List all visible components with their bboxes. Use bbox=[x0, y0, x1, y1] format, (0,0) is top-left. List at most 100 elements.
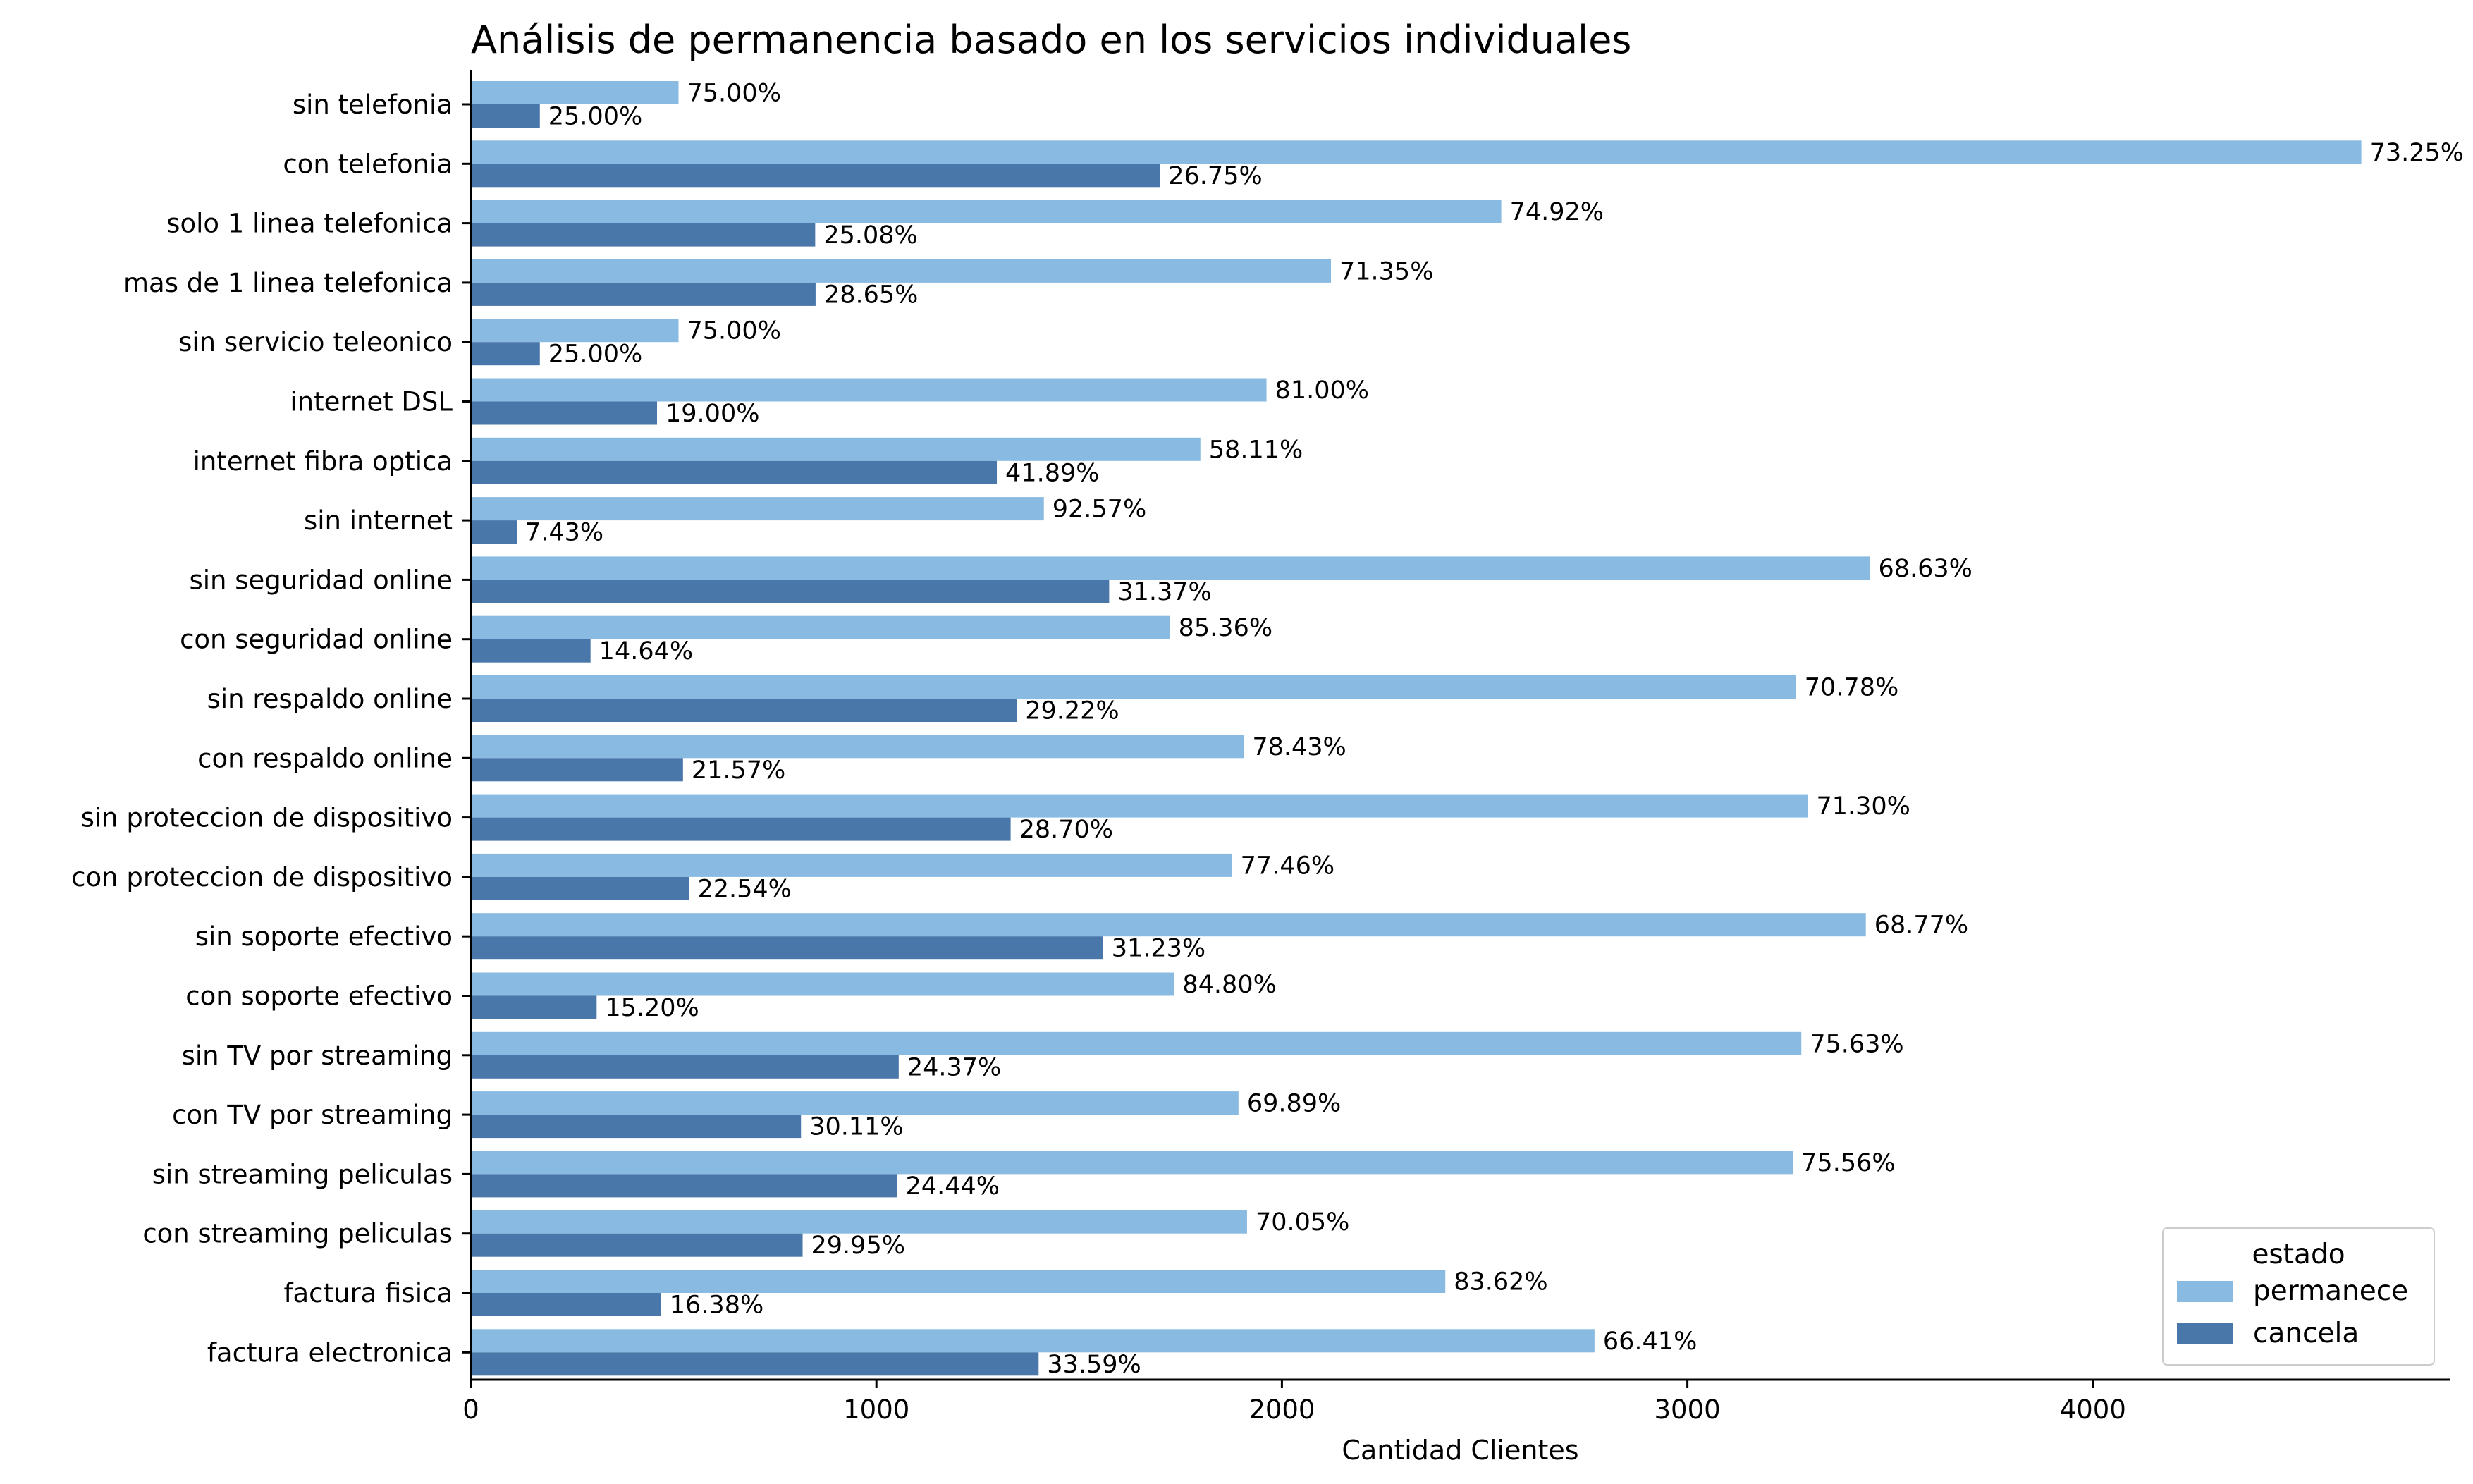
y-tick-label-sin-internet: sin internet bbox=[304, 505, 453, 536]
bar-cancela-mas-de-1-linea-telefonica bbox=[471, 282, 816, 306]
bar-cancela-sin-streaming-peliculas bbox=[471, 1174, 897, 1198]
bar-label-permanece-mas-de-1-linea-telefonica: 71.35% bbox=[1339, 257, 1433, 286]
y-tick-label-con-streaming-peliculas: con streaming peliculas bbox=[142, 1219, 453, 1249]
legend-items: permanece cancela bbox=[2177, 1275, 2408, 1349]
x-tick-label-3000: 3000 bbox=[1655, 1394, 1721, 1425]
bar-permanece-internet-fibra-optica bbox=[471, 437, 1201, 461]
bar-cancela-sin-internet bbox=[471, 520, 517, 544]
bars-group: 75.00% 25.00% 73.25% 26.75% 74.92% 25.08% 71.3… bbox=[471, 80, 2464, 1379]
bar-label-permanece-con-proteccion-de-dispositivo: 77.46% bbox=[1241, 852, 1334, 880]
bar-cancela-con-soporte-efectivo bbox=[471, 995, 597, 1019]
bar-cancela-sin-soporte-efectivo bbox=[471, 936, 1103, 960]
y-tick-label-con-tv-por-streaming: con TV por streaming bbox=[172, 1100, 453, 1130]
bar-label-permanece-internet-fibra-optica: 58.11% bbox=[1209, 436, 1303, 464]
bar-cancela-con-tv-por-streaming bbox=[471, 1115, 802, 1139]
y-tick-label-solo-1-linea-telefonica: solo 1 linea telefonica bbox=[166, 209, 453, 239]
bar-cancela-solo-1-linea-telefonica bbox=[471, 223, 816, 247]
y-tick-label-sin-seguridad-online: sin seguridad online bbox=[189, 565, 453, 595]
bar-label-cancela-con-respaldo-online: 21.57% bbox=[692, 756, 785, 785]
bar-label-cancela-sin-telefonia: 25.00% bbox=[548, 103, 642, 131]
bar-cancela-factura-electronica bbox=[471, 1352, 1039, 1376]
bar-label-cancela-sin-tv-por-streaming: 24.37% bbox=[907, 1053, 1001, 1081]
bar-permanece-solo-1-linea-telefonica bbox=[471, 200, 1502, 223]
legend-title: estado bbox=[2252, 1239, 2345, 1270]
bar-label-cancela-mas-de-1-linea-telefonica: 28.65% bbox=[824, 281, 918, 309]
y-tick-label-sin-respaldo-online: sin respaldo online bbox=[207, 684, 453, 714]
x-tick-label-0: 0 bbox=[462, 1394, 479, 1425]
y-tick-label-sin-telefonia: sin telefonia bbox=[293, 90, 453, 120]
bar-label-cancela-con-telefonia: 26.75% bbox=[1168, 162, 1262, 190]
chart-title: Análisis de permanencia basado en los se… bbox=[471, 18, 1631, 62]
bar-cancela-sin-telefonia bbox=[471, 104, 540, 128]
bar-label-cancela-sin-respaldo-online: 29.22% bbox=[1025, 697, 1119, 725]
bar-cancela-sin-servicio-teleonico bbox=[471, 342, 540, 366]
y-tick-labels: sin telefonia con telefonia solo 1 linea t… bbox=[71, 90, 471, 1368]
bar-label-permanece-factura-fisica: 83.62% bbox=[1454, 1268, 1547, 1296]
bar-permanece-con-tv-por-streaming bbox=[471, 1091, 1239, 1115]
bar-label-permanece-con-telefonia: 73.25% bbox=[2370, 139, 2464, 167]
bar-label-permanece-con-respaldo-online: 78.43% bbox=[1252, 733, 1346, 761]
bar-label-cancela-con-tv-por-streaming: 30.11% bbox=[809, 1113, 903, 1141]
y-tick-label-mas-de-1-linea-telefonica: mas de 1 linea telefonica bbox=[123, 268, 453, 298]
bar-label-permanece-sin-proteccion-de-dispositivo: 71.30% bbox=[1816, 792, 1910, 821]
bar-label-cancela-sin-seguridad-online: 31.37% bbox=[1117, 578, 1211, 606]
bar-permanece-sin-telefonia bbox=[471, 81, 679, 104]
x-tick-label-2000: 2000 bbox=[1248, 1394, 1315, 1425]
bar-label-cancela-con-proteccion-de-dispositivo: 22.54% bbox=[697, 875, 791, 903]
bar-label-permanece-sin-internet: 92.57% bbox=[1053, 496, 1146, 524]
bar-permanece-con-seguridad-online bbox=[471, 615, 1170, 639]
bar-cancela-internet-fibra-optica bbox=[471, 460, 998, 484]
bar-cancela-sin-respaldo-online bbox=[471, 699, 1017, 722]
bar-permanece-sin-tv-por-streaming bbox=[471, 1031, 1802, 1055]
y-tick-label-sin-servicio-teleonico: sin servicio teleonico bbox=[178, 327, 453, 357]
y-tick-label-sin-tv-por-streaming: sin TV por streaming bbox=[182, 1041, 453, 1071]
y-tick-label-sin-soporte-efectivo: sin soporte efectivo bbox=[195, 921, 453, 952]
bar-cancela-con-streaming-peliculas bbox=[471, 1233, 803, 1257]
bar-label-cancela-factura-fisica: 16.38% bbox=[670, 1292, 763, 1320]
bar-permanece-factura-fisica bbox=[471, 1270, 1446, 1293]
legend: estado permanece cancela bbox=[2162, 1227, 2435, 1366]
bar-cancela-sin-tv-por-streaming bbox=[471, 1055, 899, 1079]
bar-label-permanece-solo-1-linea-telefonica: 74.92% bbox=[1510, 198, 1604, 226]
bar-label-cancela-con-soporte-efectivo: 15.20% bbox=[605, 994, 699, 1022]
bar-label-cancela-internet-dsl: 19.00% bbox=[665, 400, 759, 428]
bar-label-permanece-sin-soporte-efectivo: 68.77% bbox=[1874, 912, 1968, 940]
x-tick-label-4000: 4000 bbox=[2060, 1394, 2126, 1425]
y-tick-label-internet-dsl: internet DSL bbox=[290, 387, 453, 417]
y-tick-label-con-respaldo-online: con respaldo online bbox=[197, 743, 453, 773]
bar-label-permanece-con-tv-por-streaming: 69.89% bbox=[1247, 1090, 1341, 1118]
bar-label-cancela-sin-servicio-teleonico: 25.00% bbox=[548, 341, 642, 369]
y-tick-label-factura-electronica: factura electronica bbox=[207, 1337, 453, 1368]
y-tick-label-internet-fibra-optica: internet fibra optica bbox=[193, 446, 453, 477]
bar-permanece-sin-internet bbox=[471, 497, 1044, 521]
bar-permanece-sin-respaldo-online bbox=[471, 675, 1796, 699]
bar-cancela-con-respaldo-online bbox=[471, 758, 683, 782]
x-axis-label: Cantidad Clientes bbox=[1342, 1435, 1578, 1466]
y-tick-label-sin-proteccion-de-dispositivo: sin proteccion de dispositivo bbox=[81, 803, 453, 833]
bar-label-cancela-sin-soporte-efectivo: 31.23% bbox=[1112, 935, 1205, 963]
bar-cancela-con-seguridad-online bbox=[471, 639, 591, 663]
bar-permanece-sin-proteccion-de-dispositivo bbox=[471, 794, 1808, 818]
bar-label-cancela-solo-1-linea-telefonica: 25.08% bbox=[823, 221, 917, 250]
bar-cancela-internet-dsl bbox=[471, 401, 658, 425]
bar-permanece-factura-electronica bbox=[471, 1329, 1595, 1353]
bar-label-cancela-sin-internet: 7.43% bbox=[525, 519, 603, 547]
bar-label-permanece-sin-servicio-teleonico: 75.00% bbox=[687, 317, 781, 345]
bar-label-permanece-internet-dsl: 81.00% bbox=[1275, 376, 1369, 405]
legend-label-cancela: cancela bbox=[2253, 1318, 2359, 1349]
bar-cancela-con-proteccion-de-dispositivo bbox=[471, 876, 689, 900]
bar-permanece-con-telefonia bbox=[471, 140, 2362, 164]
bar-label-permanece-sin-seguridad-online: 68.63% bbox=[1878, 555, 1972, 583]
bar-label-cancela-con-streaming-peliculas: 29.95% bbox=[811, 1232, 905, 1260]
bar-label-permanece-con-streaming-peliculas: 70.05% bbox=[1256, 1208, 1349, 1237]
bar-permanece-con-respaldo-online bbox=[471, 735, 1244, 759]
bar-cancela-con-telefonia bbox=[471, 164, 1160, 188]
bar-label-cancela-sin-streaming-peliculas: 24.44% bbox=[906, 1172, 1000, 1201]
bar-permanece-con-proteccion-de-dispositivo bbox=[471, 853, 1232, 877]
legend-label-permanece: permanece bbox=[2253, 1275, 2408, 1307]
bar-permanece-sin-streaming-peliculas bbox=[471, 1151, 1793, 1175]
bar-permanece-con-soporte-efectivo bbox=[471, 972, 1174, 996]
bar-label-permanece-con-soporte-efectivo: 84.80% bbox=[1182, 971, 1276, 999]
legend-swatch-permanece bbox=[2177, 1281, 2233, 1302]
bar-label-cancela-internet-fibra-optica: 41.89% bbox=[1005, 459, 1099, 487]
